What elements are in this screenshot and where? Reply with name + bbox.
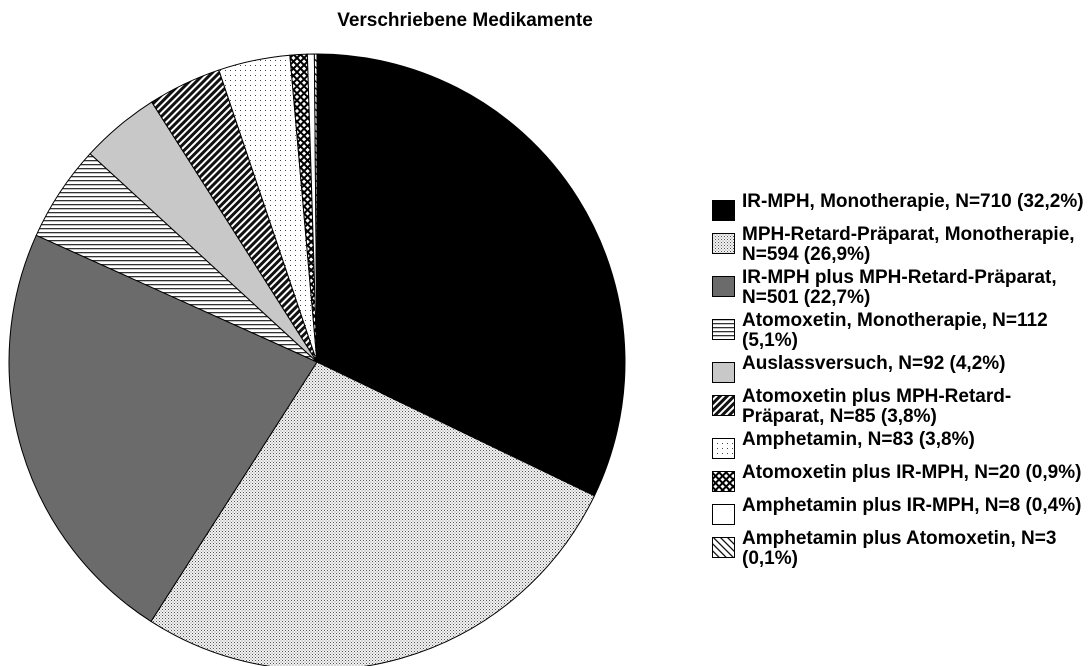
legend-item: Atomoxetin, Monotherapie, N=112 (5,1%) <box>712 311 1087 351</box>
pie-slice <box>8 234 318 623</box>
legend-item: Atomoxetin plus MPH-Retard-Präparat, N=8… <box>712 387 1087 427</box>
legend-swatch <box>712 395 735 416</box>
legend-label: Amphetamin plus IR-MPH, N=8 (0,4%) <box>742 495 1082 516</box>
legend-swatch <box>712 233 735 254</box>
swatch <box>712 471 735 492</box>
legend-item: MPH-Retard-Präparat, Monotherapie, N=594… <box>712 225 1087 265</box>
swatch <box>712 438 735 459</box>
legend-label: IR-MPH, Monotherapie, N=710 (32,2%) <box>742 191 1084 212</box>
legend-swatch <box>712 362 735 383</box>
pie-slice <box>316 53 626 497</box>
legend-label: Amphetamin, N=83 (3,8%) <box>742 429 975 450</box>
legend: IR-MPH, Monotherapie, N=710 (32,2%) MPH-R… <box>712 192 1087 569</box>
legend-item: Amphetamin plus Atomoxetin, N=3 (0,1%) <box>712 529 1087 569</box>
chart-title: Verschriebene Medikamente <box>337 10 593 31</box>
legend-label: IR-MPH plus MPH-Retard-Präparat, N=501 (… <box>742 267 1057 308</box>
legend-swatch <box>712 438 735 459</box>
legend-label: Atomoxetin plus MPH-Retard-Präparat, N=8… <box>742 386 1012 427</box>
legend-swatch <box>712 319 735 340</box>
legend-item: IR-MPH plus MPH-Retard-Präparat, N=501 (… <box>712 268 1087 308</box>
legend-label: MPH-Retard-Präparat, Monotherapie, N=594… <box>742 224 1075 265</box>
swatch <box>712 319 735 340</box>
pie-slice <box>150 361 596 666</box>
legend-label: Atomoxetin, Monotherapie, N=112 (5,1%) <box>742 310 1048 351</box>
swatch <box>712 362 735 383</box>
swatch <box>712 200 735 221</box>
legend-item: Amphetamin, N=83 (3,8%) <box>712 430 1087 460</box>
legend-item: Auslassversuch, N=92 (4,2%) <box>712 354 1087 384</box>
legend-swatch <box>712 276 735 297</box>
swatch <box>712 537 735 558</box>
legend-label: Amphetamin plus Atomoxetin, N=3 (0,1%) <box>742 528 1057 569</box>
swatch <box>712 276 735 297</box>
pie-slice <box>313 53 318 363</box>
swatch <box>712 504 735 525</box>
legend-item: IR-MPH, Monotherapie, N=710 (32,2%) <box>712 192 1087 222</box>
legend-label: Auslassversuch, N=92 (4,2%) <box>742 353 1006 374</box>
swatch <box>712 233 735 254</box>
legend-label: Atomoxetin plus IR-MPH, N=20 (0,9%) <box>742 462 1082 483</box>
swatch <box>712 395 735 416</box>
legend-swatch <box>712 537 735 558</box>
legend-item: Atomoxetin plus IR-MPH, N=20 (0,9%) <box>712 463 1087 493</box>
legend-item: Amphetamin plus IR-MPH, N=8 (0,4%) <box>712 496 1087 526</box>
legend-swatch <box>712 471 735 492</box>
legend-swatch <box>712 200 735 221</box>
chart <box>8 53 626 666</box>
legend-swatch <box>712 504 735 525</box>
